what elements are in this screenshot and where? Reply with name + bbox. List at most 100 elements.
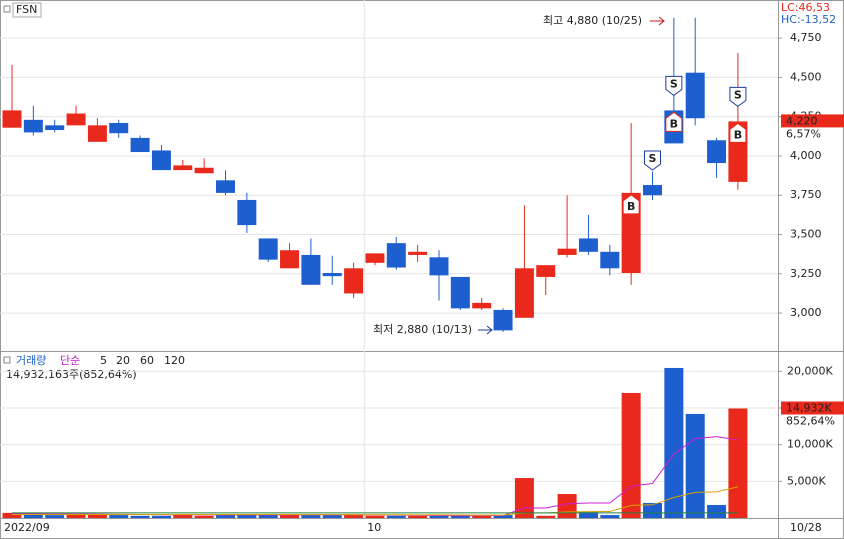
symbol-box <box>12 2 42 18</box>
candle-body <box>685 72 705 119</box>
candle-body <box>280 250 300 269</box>
candle-body <box>216 180 235 193</box>
volume-title: 거래량 <box>16 354 46 367</box>
ma-label: 단순 <box>60 354 80 367</box>
candle-body <box>109 122 129 134</box>
candle-body <box>2 110 22 128</box>
candle-body <box>493 309 513 331</box>
volume-bar <box>450 515 470 518</box>
candle-body <box>194 167 214 174</box>
signal-label: S <box>670 77 678 90</box>
volume-bar <box>685 413 705 518</box>
volume-bar <box>365 515 385 518</box>
signal-marker <box>665 111 683 132</box>
candle-body <box>365 253 385 263</box>
volume-change: 852,64% <box>786 414 835 427</box>
volume-bar <box>194 515 214 518</box>
signal-marker <box>622 194 640 215</box>
candle-body <box>643 185 662 196</box>
volume-bar <box>621 392 641 518</box>
candle-body <box>450 276 470 309</box>
volume-bar <box>493 515 513 518</box>
y-tick-label: 20,000K <box>787 364 833 377</box>
volume-bar <box>237 514 257 518</box>
y-tick-label: 3,250 <box>790 267 822 280</box>
candle-body <box>514 268 534 318</box>
signal-marker <box>665 75 683 97</box>
y-tick-label: 3,750 <box>790 188 822 201</box>
candle-body <box>386 243 406 268</box>
y-tick-label: 10,000K <box>787 438 833 451</box>
candle-body <box>45 125 65 131</box>
volume-bar <box>557 494 577 518</box>
ma-line <box>12 486 739 516</box>
y-tick-label: 3,500 <box>790 228 822 241</box>
volume-bar <box>45 515 65 518</box>
panel-icon <box>3 356 11 364</box>
lc: LC:46,53 <box>781 1 830 14</box>
volume-bar <box>536 515 556 518</box>
candle-body <box>130 137 150 153</box>
candle-body <box>151 150 171 171</box>
volume-bar <box>87 514 107 518</box>
signal-label: S <box>649 152 657 165</box>
volume-bar <box>514 478 534 518</box>
panel-icon <box>3 5 11 13</box>
signal-label: S <box>734 88 742 101</box>
volume-bar <box>109 515 129 518</box>
candle-body <box>472 302 492 309</box>
volume-bar <box>173 515 193 518</box>
candle-body <box>600 251 620 269</box>
x-tick-label: 10 <box>367 521 381 534</box>
candle-body <box>258 238 278 260</box>
volume-bar <box>301 515 321 518</box>
volume-bar <box>472 515 492 518</box>
arrow <box>478 325 493 335</box>
signal-label: B <box>627 200 635 213</box>
volume-bar <box>728 408 748 518</box>
candle-body <box>536 265 556 277</box>
signal-label: B <box>670 117 678 130</box>
legend-entry: 20 <box>116 354 130 367</box>
price-label-box <box>781 114 844 128</box>
last-date: 10/28 <box>790 521 822 534</box>
legend-entry: 5 <box>100 354 107 367</box>
high-annotation: 최고 4,880 (10/25) <box>543 14 642 27</box>
low-annotation: 최저 2,880 (10/13) <box>373 323 472 336</box>
volume-bar <box>2 512 22 518</box>
volume-bar <box>386 515 406 518</box>
candle-body <box>429 257 449 276</box>
signal-marker <box>729 86 747 108</box>
candle-body <box>301 254 321 285</box>
y-tick-label: 5,000K <box>787 474 826 487</box>
volume-bar <box>578 512 598 518</box>
volume-bar <box>429 515 449 518</box>
candle-body <box>578 238 598 252</box>
volume-info: 14,932,163주(852,64%) <box>6 368 137 381</box>
y-tick-label: 4,750 <box>790 31 822 44</box>
signal-marker <box>644 150 661 171</box>
volume-bar <box>280 514 300 518</box>
volume-bar <box>216 515 235 518</box>
volume-bar <box>707 505 727 518</box>
candle-body <box>237 199 257 226</box>
volume-bar <box>664 367 684 518</box>
volume-bar <box>322 515 342 518</box>
volume-bar <box>130 515 150 518</box>
volume-bar <box>66 514 86 518</box>
signal-label: B <box>734 128 742 141</box>
legend-entry: 120 <box>164 354 185 367</box>
arrow <box>650 16 665 26</box>
volume-bar <box>643 502 662 518</box>
candle-body <box>173 165 193 171</box>
volume-bar <box>151 515 171 518</box>
candle-body <box>557 248 577 255</box>
symbol: FSN <box>16 3 37 16</box>
last-price: 4,220 <box>786 114 818 127</box>
change: 6,57% <box>786 127 821 140</box>
candle-body <box>23 119 43 133</box>
x-tick-label: 2022/09 <box>4 521 50 534</box>
volume-bar <box>344 514 364 518</box>
